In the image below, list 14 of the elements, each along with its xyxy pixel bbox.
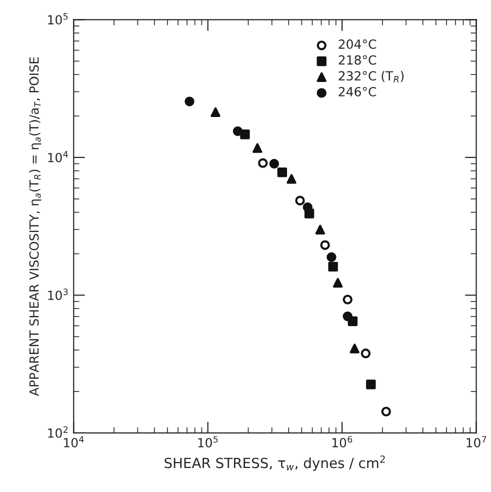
y-tick-label: 10$^{4}$ — [48, 150, 68, 162]
x-tick-label: 10$^{6}$ — [332, 436, 352, 448]
legend-label: 218°C — [338, 55, 376, 65]
legend-label: 232°C (T$_{R}$) — [338, 70, 404, 82]
text: APPARENT SHEAR VISCOSITY, η$_{a}$(T$_{R}$) = η$_{a}$(T)/a$_{T}$, POISE — [29, 57, 42, 396]
y-tick-label: 10$^{5}$ — [48, 13, 68, 25]
legend-label: 246°C — [338, 86, 376, 96]
x-tick-label: 10$^{4}$ — [64, 436, 84, 448]
x-tick-label: 10$^{7}$ — [466, 436, 486, 448]
y-tick-label: 10$^{2}$ — [48, 426, 68, 438]
legend-label: 204°C — [338, 39, 376, 49]
x-axis-title: SHEAR STRESS, τ$_{w}$, dynes / cm$^{2}$ — [164, 455, 385, 471]
y-tick-label: 10$^{3}$ — [48, 288, 68, 300]
x-tick-label: 10$^{5}$ — [198, 436, 218, 448]
